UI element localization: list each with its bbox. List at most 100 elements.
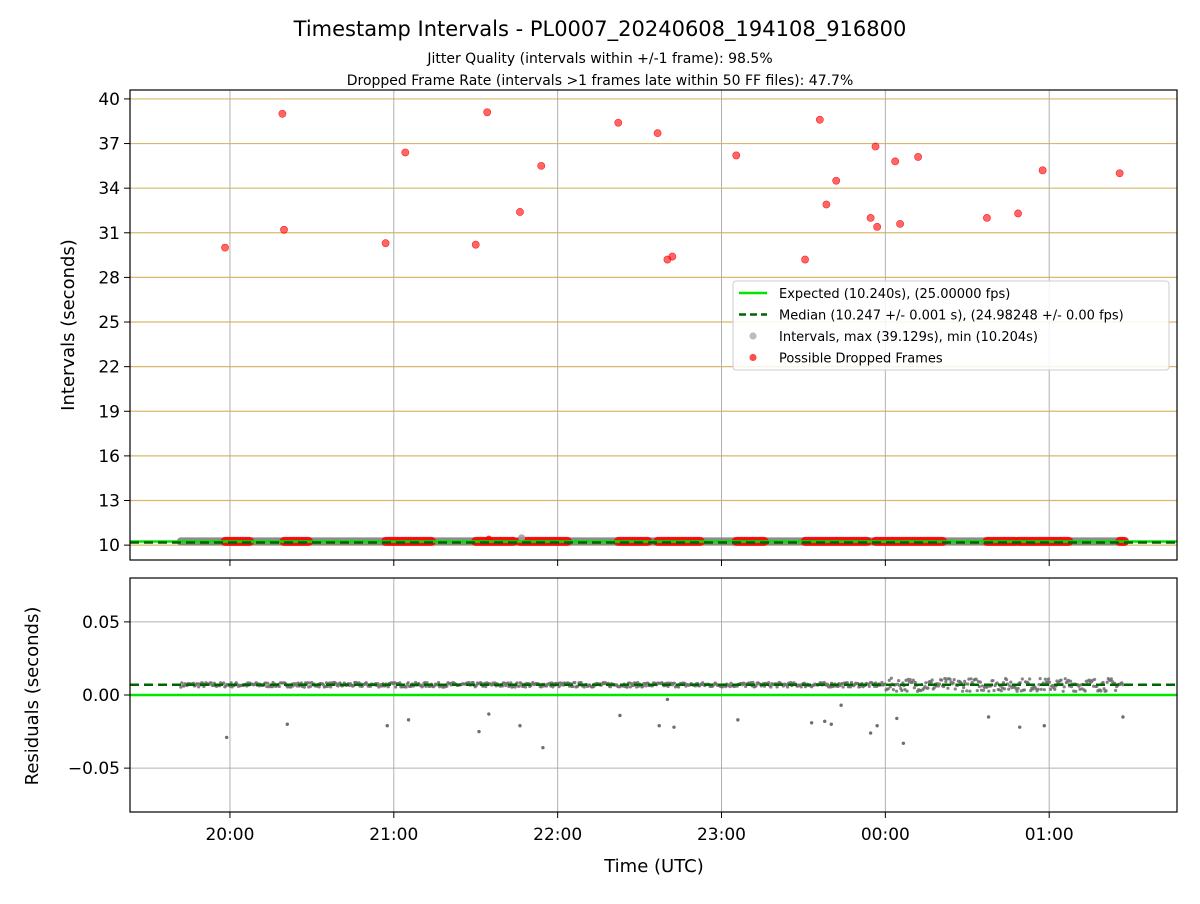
x-axis-label: Time (UTC) [603,856,704,877]
dropped-point [732,151,741,160]
residual-outlier [736,718,740,722]
dropped-point [891,157,900,166]
residual-point [1039,687,1043,691]
dropped-point [873,222,882,231]
residual-point [1059,678,1063,682]
residual-point [937,682,942,686]
dropped-point [516,208,524,216]
residual-point [471,680,475,685]
residual-point [1105,680,1109,684]
residual-outlier [1121,715,1125,719]
dropped-point [815,115,824,124]
dropped-point [381,239,390,248]
dropped-point [822,200,831,209]
dropped-point [1038,166,1047,175]
residual-point [930,678,934,682]
chart-title: Timestamp Intervals - PL0007_20240608_19… [293,17,907,42]
residual-point [978,680,983,684]
residual-outlier [809,721,814,725]
dropped-point [871,142,880,151]
residual-point [467,680,471,685]
residual-point [1061,689,1065,693]
residual-point [913,680,918,685]
top-y-tick-label: 25 [98,313,120,333]
residual-point [987,689,991,693]
bottom-y-tick-label: 0.00 [82,686,120,706]
residual-point [1002,687,1007,691]
residual-point [1037,683,1041,687]
residual-point [912,686,916,690]
residual-point [991,678,995,683]
dropped-point [866,214,875,222]
dropped-point [914,153,923,161]
residual-point [729,681,733,685]
residual-point [1093,677,1097,682]
residual-point [1007,687,1011,691]
residual-point [962,685,966,690]
residual-point [406,681,410,685]
x-tick-label: 23:00 [697,825,746,845]
residual-point [302,685,307,689]
residual-point [1043,677,1047,681]
residual-point [404,685,408,689]
dropped-point [1014,209,1022,218]
residual-point [953,687,957,691]
residual-point [1001,681,1006,685]
residual-point [1031,687,1035,691]
residual-point [845,681,849,685]
residual-outlier [1018,725,1022,729]
residual-point [1022,688,1027,692]
residual-point [1020,677,1024,681]
residual-point [952,677,956,682]
legend-swatch-dot [749,353,757,362]
residual-outlier [895,716,899,721]
residual-outlier [618,713,622,718]
top-y-tick-label: 10 [98,536,120,556]
residual-outlier [477,729,481,734]
residual-point [767,681,771,685]
residual-point [266,681,270,685]
dropped-point [668,252,677,261]
residual-outlier [657,724,661,728]
top-y-tick-label: 19 [98,402,120,422]
residual-point [969,677,973,681]
top-y-tick-label: 22 [98,358,120,378]
chart-subtitle-dropped: Dropped Frame Rate (intervals >1 frames … [347,73,854,89]
x-tick-label: 00:00 [861,825,910,845]
residual-point [421,684,425,688]
residual-point [926,686,930,690]
residual-point [992,689,996,693]
residual-point [1113,688,1118,693]
residual-point [1109,677,1114,681]
residual-point [573,681,577,685]
residual-point [180,681,184,685]
residual-point [197,685,201,689]
residual-outlier [385,724,389,728]
dropped-point [221,243,229,252]
residual-point [894,689,899,693]
residual-point [672,681,676,685]
residual-outlier [868,731,873,735]
residual-outlier [823,719,827,724]
residual-point [974,677,978,681]
residual-point [1099,689,1103,693]
residual-point [867,684,871,688]
top-y-tick-label: 37 [98,135,120,155]
residual-outlier [986,715,991,719]
dropped-point [483,108,492,117]
residual-point [999,689,1003,693]
residual-outlier [901,741,906,745]
x-tick-label: 22:00 [533,825,582,845]
residual-point [951,681,955,685]
residual-point [891,688,896,692]
residual-point [523,685,528,689]
residual-point [513,685,517,689]
residual-point [1015,689,1019,693]
residual-point [965,689,969,693]
residual-point [968,689,972,693]
bottom-y-tick-label: 0.05 [82,613,120,633]
residual-point [1083,689,1087,693]
residual-point [209,681,213,685]
chart-subtitle-jitter: Jitter Quality (intervals within +/-1 fr… [426,51,772,67]
